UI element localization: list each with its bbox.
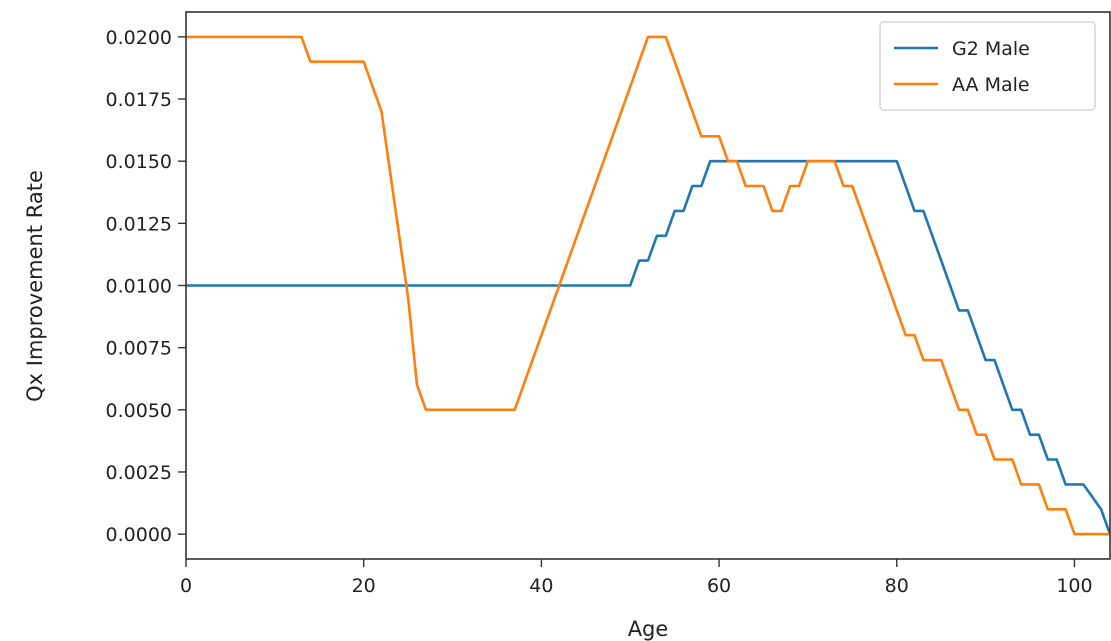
x-tick-label: 40 [529, 575, 553, 597]
x-axis-label: Age [628, 617, 669, 641]
y-tick-label: 0.0100 [106, 276, 172, 298]
y-tick-label: 0.0200 [106, 27, 172, 49]
y-tick-label: 0.0150 [106, 151, 172, 173]
x-tick-label: 80 [885, 575, 909, 597]
legend-box [879, 21, 1096, 111]
series-line-g2-male [186, 159, 1110, 536]
legend-label: G2 Male [952, 38, 1030, 60]
x-tick-label: 20 [352, 575, 376, 597]
y-tick-label: 0.0025 [106, 462, 172, 484]
legend: G2 Male AA Male [879, 21, 1096, 111]
series-line-aa-male [186, 35, 1110, 536]
y-tick-label: 0.0125 [106, 213, 172, 235]
series-layer [186, 35, 1110, 536]
x-tick-label: 100 [1056, 575, 1092, 597]
legend-label: AA Male [952, 74, 1030, 96]
y-tick-label: 0.0050 [106, 400, 172, 422]
y-axis-label: Qx Improvement Rate [23, 170, 47, 402]
y-tick-label: 0.0075 [106, 338, 172, 360]
y-axis: 0.0000 0.0025 0.0050 0.0075 0.0100 0.0125 0.01… [106, 27, 186, 546]
x-axis: 0 20 40 60 80 100 [180, 559, 1093, 597]
x-tick-label: 60 [707, 575, 731, 597]
y-tick-label: 0.0175 [106, 89, 172, 111]
x-tick-label: 0 [180, 575, 192, 597]
y-tick-label: 0.0000 [106, 524, 172, 546]
